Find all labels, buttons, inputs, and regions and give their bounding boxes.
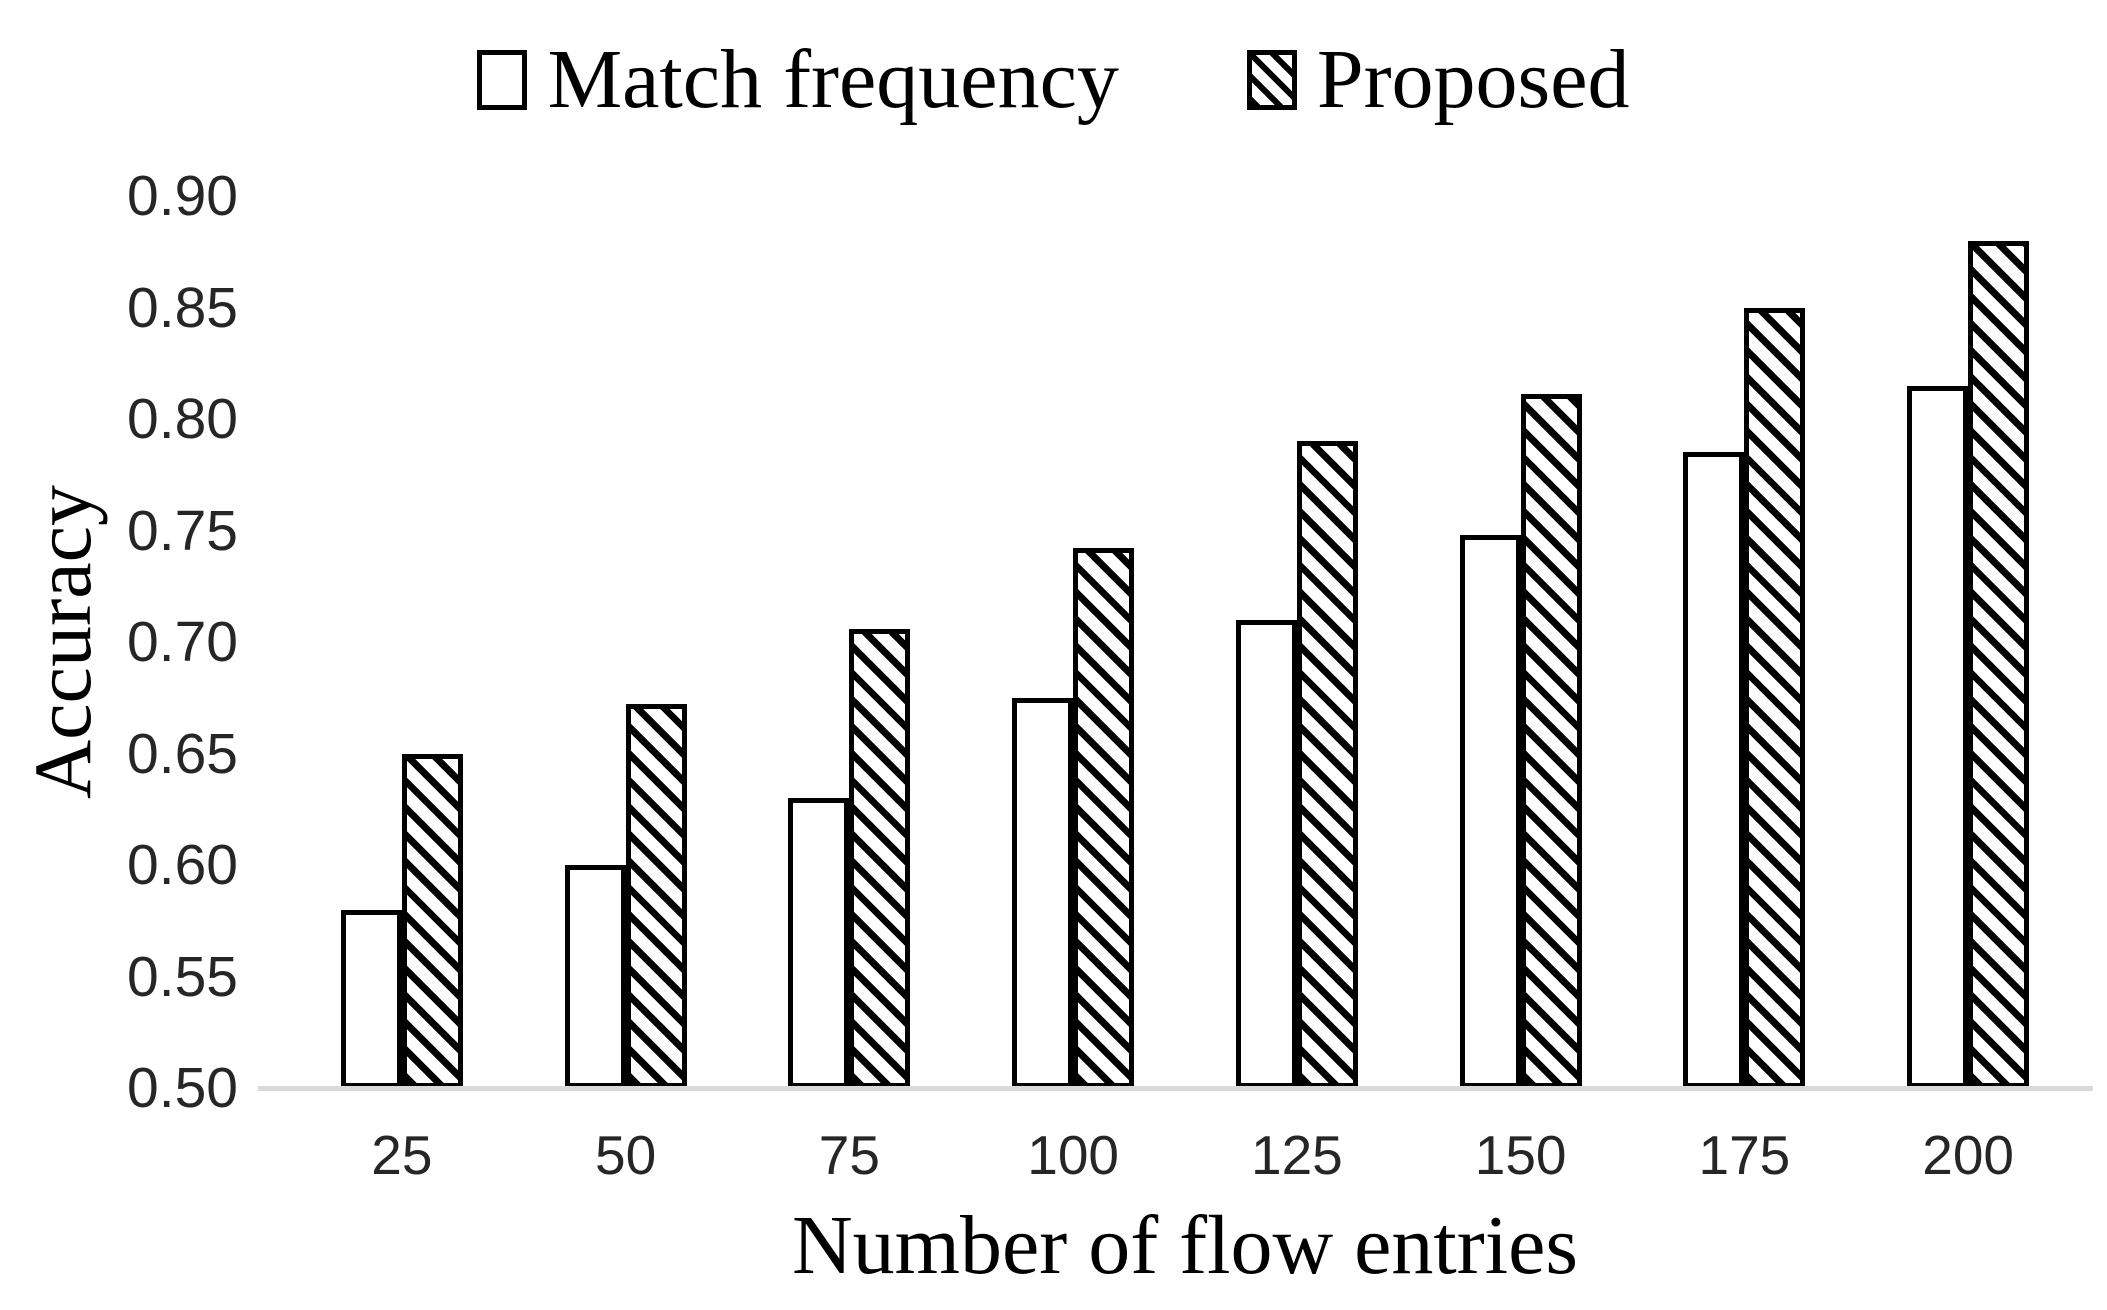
bar-match-frequency-150 (1459, 534, 1521, 1088)
bar-proposed-175 (1744, 307, 1806, 1088)
x-axis-title: Number of flow entries (791, 1199, 1579, 1292)
legend-marker-hatched-icon (1246, 50, 1297, 110)
x-tick-label-50: 50 (595, 1124, 657, 1186)
y-tick-label: 0.85 (127, 275, 238, 340)
x-tick-label-200: 200 (1922, 1124, 2015, 1186)
y-tick-label: 0.50 (127, 1056, 238, 1120)
legend: Match frequency Proposed (0, 32, 2107, 128)
bar-match-frequency-25 (340, 909, 402, 1088)
bar-group-100 (1012, 548, 1135, 1088)
bar-match-frequency-50 (564, 865, 626, 1088)
legend-item-match-frequency: Match frequency (477, 32, 1119, 128)
bar-group-125 (1235, 441, 1358, 1088)
y-tick-label: 0.65 (127, 721, 238, 786)
bar-proposed-25 (401, 753, 463, 1088)
x-tick-label-125: 125 (1250, 1124, 1343, 1186)
bar-group-75 (788, 628, 911, 1088)
bar-match-frequency-100 (1012, 697, 1074, 1088)
bar-proposed-100 (1073, 548, 1135, 1088)
bar-proposed-75 (849, 628, 911, 1088)
bar-proposed-200 (1968, 240, 2030, 1088)
legend-item-proposed: Proposed (1246, 32, 1630, 128)
y-tick-label: 0.60 (127, 833, 238, 897)
y-axis-tick-labels: 0.90 0.85 0.80 0.75 0.70 0.65 0.60 0.55 0.50 (0, 164, 238, 1120)
legend-label-proposed: Proposed (1316, 33, 1630, 126)
y-tick-label: 0.80 (127, 387, 238, 451)
bar-proposed-50 (625, 704, 687, 1088)
bar-group-25 (340, 753, 463, 1088)
bar-match-frequency-75 (788, 798, 850, 1088)
bar-proposed-125 (1296, 441, 1358, 1088)
legend-marker-solid-icon (477, 50, 528, 110)
x-tick-label-175: 175 (1698, 1124, 1791, 1186)
x-tick-label-75: 75 (818, 1124, 880, 1186)
bar-group-50 (564, 704, 687, 1088)
bar-match-frequency-125 (1235, 619, 1297, 1088)
bar-match-frequency-200 (1907, 385, 1969, 1088)
x-tick-label-150: 150 (1474, 1124, 1567, 1186)
y-tick-label: 0.75 (127, 498, 238, 563)
bar-match-frequency-175 (1683, 452, 1745, 1088)
x-axis-line (258, 1086, 2093, 1091)
x-tick-label-100: 100 (1027, 1124, 1120, 1186)
y-tick-label: 0.70 (127, 610, 238, 674)
y-tick-label: 0.90 (127, 164, 238, 228)
bar-proposed-150 (1520, 394, 1582, 1088)
y-tick-label: 0.55 (127, 944, 238, 1009)
bar-group-150 (1459, 394, 1582, 1088)
x-tick-label-25: 25 (371, 1124, 433, 1186)
bar-group-200 (1907, 240, 2030, 1088)
x-axis-tick-labels: 25 50 75 100 125 150 175 200 (290, 1122, 2080, 1192)
legend-label-match-frequency: Match frequency (547, 33, 1119, 126)
bar-group-175 (1683, 307, 1806, 1088)
plot-area (290, 196, 2080, 1088)
